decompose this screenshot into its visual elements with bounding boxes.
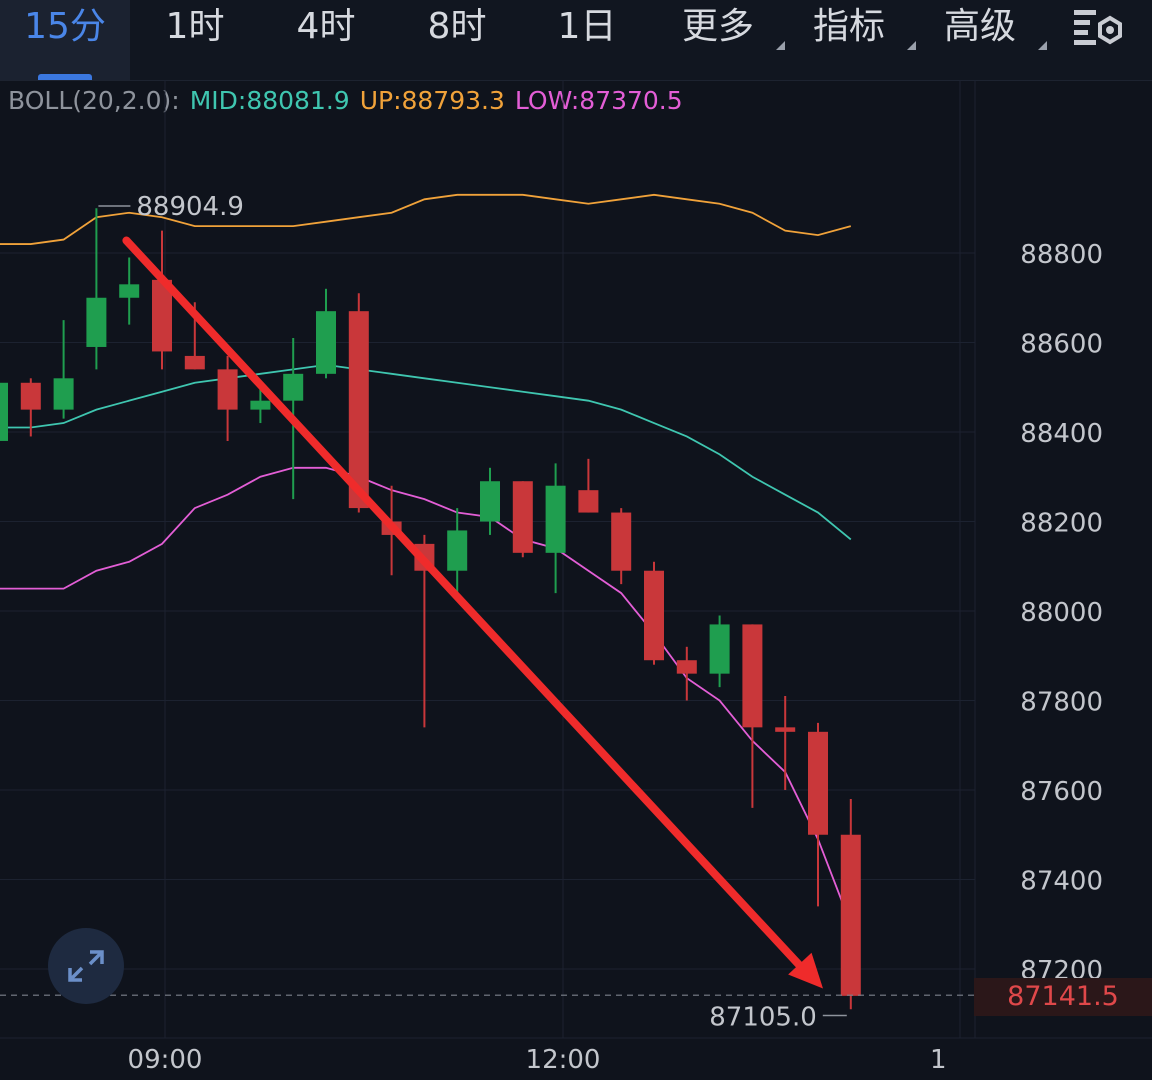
candle-body bbox=[20, 382, 41, 410]
tab-4[interactable]: 8时 bbox=[392, 0, 522, 80]
dropdown-corner-icon bbox=[776, 41, 785, 50]
last-price-tag: 87141.5 bbox=[974, 978, 1152, 1016]
candle-body bbox=[217, 369, 238, 410]
candle-body bbox=[808, 731, 828, 835]
high-price-label: 88904.9 bbox=[136, 192, 244, 222]
candle-body bbox=[250, 400, 271, 410]
y-tick-label: 88000 bbox=[1020, 598, 1103, 628]
boll-middle-line bbox=[0, 363, 852, 541]
tab-2[interactable]: 1时 bbox=[130, 0, 260, 80]
candlestick-chart[interactable]: 88800 88600 88400 88200 88000 87800 87600 87400… bbox=[0, 80, 1152, 1080]
candle-body bbox=[512, 481, 533, 553]
x-tick-label: 1 bbox=[930, 1045, 947, 1075]
boll-up-value: UP:88793.3 bbox=[359, 86, 505, 115]
timeframe-tab-bar: 15分 1时 4时 8时 1日 更多 指标 高级 bbox=[0, 0, 1152, 81]
x-tick-label: 12:00 bbox=[526, 1045, 601, 1075]
tab-1[interactable]: 15分 bbox=[0, 0, 130, 80]
tab-7[interactable]: 指标 bbox=[784, 0, 916, 80]
y-tick-label: 88400 bbox=[1020, 419, 1103, 449]
tab-label: 高级 bbox=[943, 6, 1016, 47]
candle-body bbox=[676, 660, 697, 674]
tab-label: 8时 bbox=[427, 6, 487, 47]
candle-body bbox=[709, 624, 730, 674]
expand-arrows-icon bbox=[68, 950, 104, 982]
candle-body bbox=[53, 378, 74, 410]
candle-body bbox=[775, 727, 796, 732]
tab-5[interactable]: 1日 bbox=[522, 0, 652, 80]
tab-label: 1日 bbox=[557, 6, 617, 47]
y-tick-label: 87600 bbox=[1020, 777, 1103, 807]
tab-3[interactable]: 4时 bbox=[261, 0, 391, 80]
candle-body bbox=[644, 570, 664, 661]
tab-label: 4时 bbox=[296, 6, 356, 47]
y-tick-label: 87400 bbox=[1020, 867, 1103, 897]
candle-body bbox=[840, 834, 861, 996]
candle-body bbox=[316, 311, 336, 374]
boll-mid-value: MID:88081.9 bbox=[189, 86, 350, 115]
x-tick-label: 09:00 bbox=[128, 1045, 203, 1075]
candle-body bbox=[152, 279, 172, 352]
candle-body bbox=[545, 485, 566, 553]
trend-arrow-head-icon bbox=[788, 952, 823, 989]
dropdown-corner-icon bbox=[1038, 41, 1047, 50]
boll-low-value: LOW:87370.5 bbox=[514, 86, 683, 115]
boll-lower-line bbox=[0, 466, 852, 925]
tab-label: 1时 bbox=[165, 6, 225, 47]
candle-body bbox=[578, 490, 599, 513]
y-tick-label: 87800 bbox=[1020, 688, 1103, 718]
candle-body bbox=[480, 481, 500, 522]
candle-body bbox=[0, 382, 8, 441]
candle-body bbox=[119, 284, 140, 298]
y-tick-label: 88600 bbox=[1020, 330, 1103, 360]
chart-settings-gear-icon[interactable] bbox=[1070, 6, 1126, 50]
y-tick-label: 88800 bbox=[1020, 240, 1103, 270]
tab-label: 指标 bbox=[812, 6, 885, 47]
boll-indicator-legend: BOLL(20,2.0): MID:88081.9 UP:88793.3 LOW:87… bbox=[8, 86, 693, 115]
boll-upper-line bbox=[0, 193, 852, 245]
candle-body bbox=[283, 373, 304, 401]
tab-6[interactable]: 更多 bbox=[653, 0, 785, 80]
tab-label: 15分 bbox=[24, 6, 106, 47]
low-price-label: 87105.0 bbox=[709, 1003, 817, 1033]
candle-body bbox=[611, 512, 632, 571]
candle-body bbox=[447, 530, 468, 571]
y-tick-label: 88200 bbox=[1020, 509, 1103, 539]
boll-label: BOLL(20,2.0): bbox=[8, 86, 180, 115]
tab-8[interactable]: 高级 bbox=[915, 0, 1047, 80]
dropdown-corner-icon bbox=[907, 41, 916, 50]
fullscreen-toggle-button[interactable] bbox=[48, 928, 124, 1004]
active-tab-indicator bbox=[38, 74, 92, 80]
candle-body bbox=[184, 355, 205, 370]
candle-body bbox=[348, 311, 369, 509]
candle-body bbox=[742, 624, 763, 728]
candle-body bbox=[86, 297, 107, 347]
trend-arrow-line bbox=[122, 236, 813, 980]
tab-label: 更多 bbox=[681, 6, 754, 47]
